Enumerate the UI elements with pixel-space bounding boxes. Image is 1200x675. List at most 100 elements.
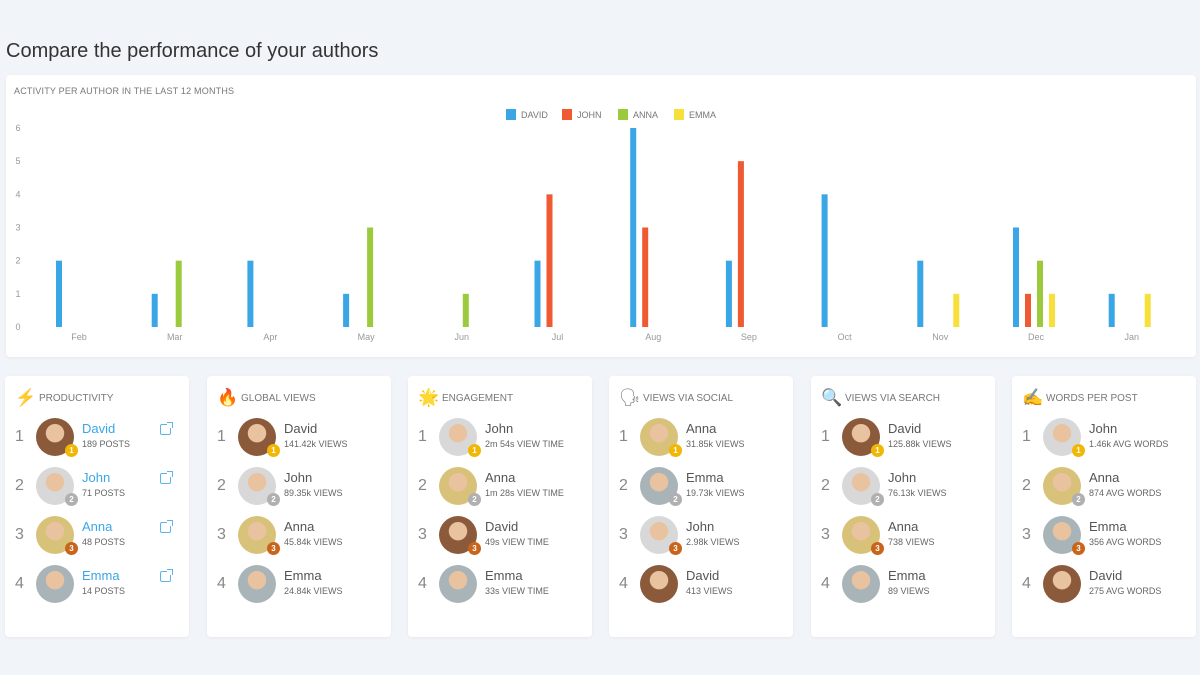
external-link-icon[interactable]: [160, 471, 173, 484]
author-name: David: [284, 421, 318, 436]
leaderboard-row: 4 David 413 VIEWS: [619, 563, 789, 607]
external-link-icon[interactable]: [160, 569, 173, 582]
bar-john-sep: [737, 161, 744, 327]
author-metric: 89 VIEWS: [888, 586, 930, 596]
bar-david-sep: [725, 260, 732, 327]
leaderboard-row: 1 1 David 125.88k VIEWS: [821, 416, 991, 460]
rank-number: 2: [418, 477, 427, 494]
leaderboard-row: 4 David 275 AVG WORDS: [1022, 563, 1192, 607]
leaderboard-row: 2 2 Emma 19.73k VIEWS: [619, 465, 789, 509]
x-tick-label: May: [358, 332, 376, 342]
x-tick-label: Apr: [263, 332, 277, 342]
author-metric: 2m 54s VIEW TIME: [485, 439, 564, 449]
legend-label-john: JOHN: [577, 110, 602, 120]
card-title: ENGAGEMENT: [442, 392, 514, 404]
card-title: VIEWS VIA SOCIAL: [643, 392, 734, 404]
bar-david-nov: [917, 260, 924, 327]
medal-icon: 2: [65, 493, 78, 506]
rank-number: 2: [217, 477, 226, 494]
x-tick-label: Feb: [71, 332, 87, 342]
x-tick-label: Mar: [167, 332, 183, 342]
medal-icon: 1: [468, 444, 481, 457]
bar-anna-may: [367, 227, 374, 327]
leaderboard-row: 1 1 Anna 31.85k VIEWS: [619, 416, 789, 460]
author-name: Emma: [1089, 519, 1127, 534]
author-metric: 141.42k VIEWS: [284, 439, 348, 449]
author-avatar: [842, 565, 880, 603]
author-avatar: [1043, 565, 1081, 603]
bar-anna-mar: [175, 260, 182, 327]
legend-label-david: DAVID: [521, 110, 548, 120]
author-name[interactable]: Anna: [82, 519, 113, 534]
leaderboard-card-words-per-post: ✍ WORDS PER POST 1 1 John 1.46k AVG WORDS …: [1012, 376, 1196, 637]
external-link-icon[interactable]: [160, 422, 173, 435]
bar-david-may: [343, 293, 350, 327]
author-metric: 33s VIEW TIME: [485, 586, 549, 596]
medal-icon: 2: [871, 493, 884, 506]
author-name[interactable]: John: [82, 470, 111, 485]
x-tick-label: Oct: [838, 332, 853, 342]
leaderboard-card-productivity: ⚡ PRODUCTIVITY 1 1 David 189 POSTS 2 2 Joh…: [5, 376, 189, 637]
bar-anna-dec: [1037, 260, 1043, 327]
medal-icon: 3: [1072, 542, 1085, 555]
author-metric: 14 POSTS: [82, 586, 126, 596]
bar-david-dec: [1013, 227, 1019, 327]
card-title: WORDS PER POST: [1046, 392, 1138, 404]
leaderboard-row: 4 Emma 14 POSTS: [15, 563, 185, 607]
author-avatar: [36, 565, 74, 603]
rank-number: 4: [821, 575, 830, 592]
leaderboard-row: 4 Emma 33s VIEW TIME: [418, 563, 588, 607]
author-name: David: [686, 568, 720, 583]
author-name: David: [1089, 568, 1123, 583]
card-icon: 🔥: [217, 388, 239, 407]
author-metric: 738 VIEWS: [888, 537, 935, 547]
x-tick-label: Jan: [1124, 332, 1139, 342]
legend-swatch-john: [562, 109, 572, 120]
author-name: Emma: [284, 568, 322, 583]
external-link-icon[interactable]: [160, 520, 173, 533]
rank-number: 3: [1022, 526, 1031, 543]
rank-number: 3: [821, 526, 830, 543]
author-metric: 31.85k VIEWS: [686, 439, 745, 449]
author-metric: 71 POSTS: [82, 488, 126, 498]
y-tick-label: 3: [15, 223, 20, 233]
author-metric: 76.13k VIEWS: [888, 488, 947, 498]
leaderboard-row: 3 3 Anna 48 POSTS: [15, 514, 185, 558]
chart-title: ACTIVITY PER AUTHOR IN THE LAST 12 MONTH…: [14, 86, 235, 96]
author-metric: 2.98k VIEWS: [686, 537, 740, 547]
leaderboard-row: 3 3 Anna 738 VIEWS: [821, 514, 991, 558]
medal-icon: 2: [468, 493, 481, 506]
leaderboard-card-views-via-social: 🗣 VIEWS VIA SOCIAL 1 1 Anna 31.85k VIEWS 2…: [609, 376, 793, 637]
author-avatar: [640, 565, 678, 603]
legend-label-emma: EMMA: [689, 110, 716, 120]
x-tick-label: Jun: [455, 332, 470, 342]
leaderboard-card-views-via-search: 🔍 VIEWS VIA SEARCH 1 1 David 125.88k VIEWS…: [811, 376, 995, 637]
legend-swatch-emma: [674, 109, 684, 120]
medal-icon: 3: [669, 542, 682, 555]
rank-number: 4: [1022, 575, 1031, 592]
author-avatar: [238, 565, 276, 603]
leaderboard-row: 2 2 Anna 1m 28s VIEW TIME: [418, 465, 588, 509]
author-metric: 275 AVG WORDS: [1089, 586, 1162, 596]
y-tick-label: 5: [15, 156, 20, 166]
page-title: Compare the performance of your authors: [6, 40, 379, 62]
x-tick-label: Aug: [645, 332, 661, 342]
leaderboard-row: 2 2 Anna 874 AVG WORDS: [1022, 465, 1192, 509]
author-name[interactable]: Emma: [82, 568, 120, 583]
author-name: John: [284, 470, 313, 485]
bar-emma-nov: [953, 293, 960, 327]
author-avatar: [439, 565, 477, 603]
rank-number: 4: [619, 575, 628, 592]
author-metric: 874 AVG WORDS: [1089, 488, 1162, 498]
bar-david-mar: [151, 293, 158, 327]
card-title: PRODUCTIVITY: [39, 392, 114, 404]
x-tick-label: Sep: [741, 332, 757, 342]
rank-number: 4: [15, 575, 24, 592]
author-name[interactable]: David: [82, 421, 116, 436]
leaderboard-card-global-views: 🔥 GLOBAL VIEWS 1 1 David 141.42k VIEWS 2 2…: [207, 376, 391, 637]
author-metric: 125.88k VIEWS: [888, 439, 952, 449]
leaderboard-row: 4 Emma 89 VIEWS: [821, 563, 991, 607]
rank-number: 3: [418, 526, 427, 543]
rank-number: 3: [619, 526, 628, 543]
rank-number: 2: [1022, 477, 1031, 494]
